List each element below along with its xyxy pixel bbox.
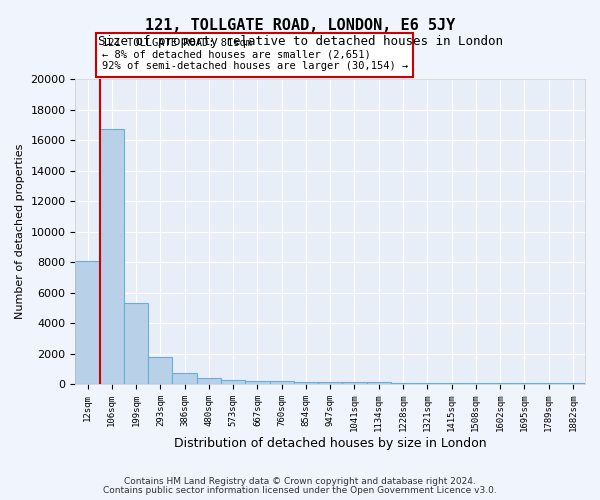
Bar	[536, 383, 561, 384]
Bar	[221, 380, 245, 384]
Text: Contains HM Land Registry data © Crown copyright and database right 2024.: Contains HM Land Registry data © Crown c…	[124, 477, 476, 486]
Bar	[318, 382, 343, 384]
Bar	[172, 374, 197, 384]
Bar	[269, 382, 294, 384]
Bar	[245, 381, 269, 384]
Bar	[464, 383, 488, 384]
X-axis label: Distribution of detached houses by size in London: Distribution of detached houses by size …	[174, 437, 487, 450]
Bar	[561, 383, 585, 384]
Text: 121, TOLLGATE ROAD, LONDON, E6 5JY: 121, TOLLGATE ROAD, LONDON, E6 5JY	[145, 18, 455, 32]
Bar	[148, 358, 172, 384]
Bar	[512, 383, 536, 384]
Bar	[367, 382, 391, 384]
Bar	[197, 378, 221, 384]
Bar	[294, 382, 318, 384]
Bar	[343, 382, 367, 384]
Bar	[100, 130, 124, 384]
Bar	[124, 303, 148, 384]
Y-axis label: Number of detached properties: Number of detached properties	[15, 144, 25, 319]
Bar	[76, 260, 100, 384]
Bar	[488, 383, 512, 384]
Text: Contains public sector information licensed under the Open Government Licence v3: Contains public sector information licen…	[103, 486, 497, 495]
Bar	[415, 382, 439, 384]
Bar	[439, 382, 464, 384]
Text: 121 TOLLGATE ROAD: 81sqm
← 8% of detached houses are smaller (2,651)
92% of semi: 121 TOLLGATE ROAD: 81sqm ← 8% of detache…	[101, 38, 408, 72]
Text: Size of property relative to detached houses in London: Size of property relative to detached ho…	[97, 35, 503, 48]
Bar	[391, 382, 415, 384]
